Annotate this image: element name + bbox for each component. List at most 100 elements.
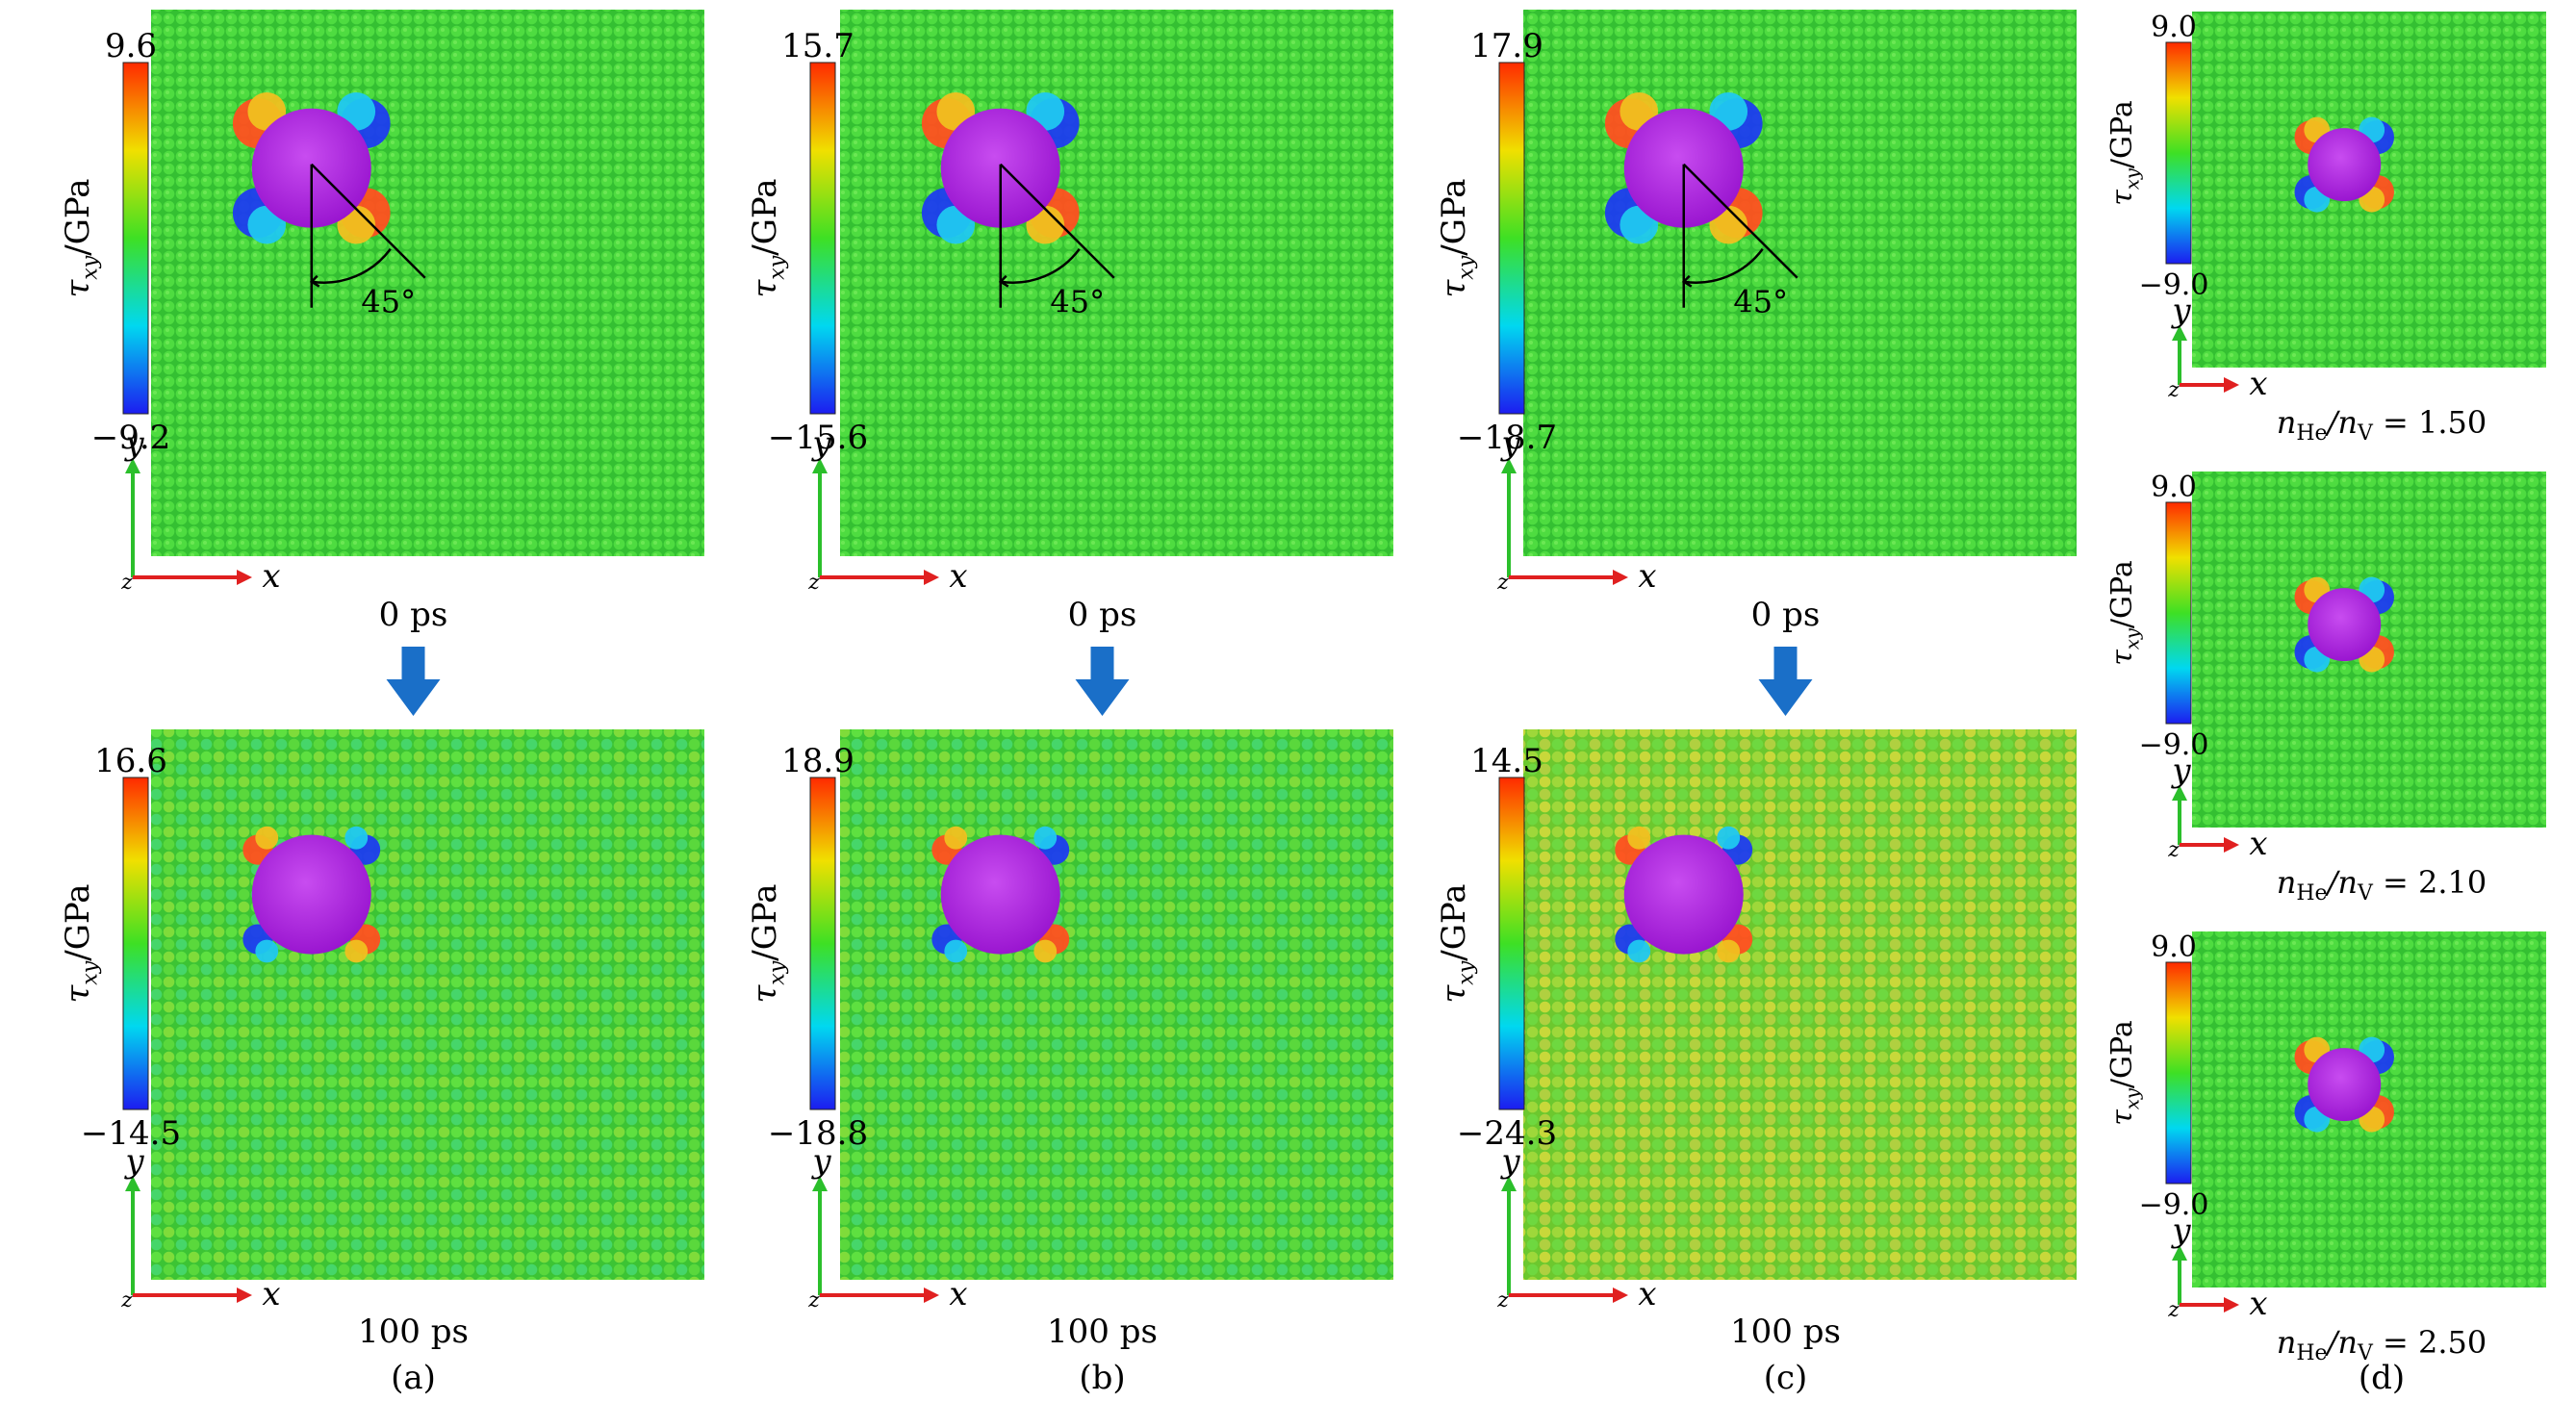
panel-1-letter: (b) (1079, 1359, 1125, 1397)
panel-0-bottom-axes: x y z (120, 1142, 280, 1313)
panel-2-top-colorbar: 17.9 −18.7 τxy/GPa (1435, 27, 1557, 457)
void (2308, 1048, 2382, 1122)
panel-0-bottom-colorbar: 16.6 −14.5 τxy/GPa (59, 742, 181, 1153)
colorbar-gradient (809, 62, 836, 415)
void (2308, 128, 2382, 202)
panel-d-axes-1: x y z (2167, 752, 2267, 863)
lobe-top-left-outer (944, 826, 968, 850)
z-axis-label: z (807, 1288, 820, 1313)
angle-label: 45° (1733, 284, 1788, 320)
angle-marker (1681, 163, 1798, 308)
panel-1-top-map: 45° (840, 10, 1393, 556)
colorbar-max: 9.6 (105, 27, 157, 65)
y-axis-label: y (123, 424, 144, 463)
angle-arc (311, 247, 392, 284)
angle-label: 45° (361, 284, 416, 320)
panel-2-bottom-map (1523, 729, 2077, 1280)
y-axis-arrowhead (1501, 458, 1517, 473)
x-axis-arrowhead (1613, 1287, 1628, 1303)
x-axis-arrowhead (2224, 1297, 2239, 1313)
void (2308, 588, 2382, 662)
colorbar-min: −9.0 (2139, 1188, 2209, 1222)
angle-marker (309, 163, 426, 308)
z-axis-label: z (1496, 1288, 1509, 1313)
colorbar-title: τxy/GPa (59, 883, 103, 1003)
panel-2-bottom-time: 100 ps (1730, 1313, 1841, 1351)
colorbar-title: τxy/GPa (2105, 100, 2144, 206)
colorbar-max: 15.7 (781, 27, 854, 65)
colorbar-title: τxy/GPa (2105, 1020, 2144, 1126)
colorbar-min: −24.3 (1457, 1114, 1557, 1153)
void (1623, 834, 1744, 955)
atom-field (840, 10, 1393, 556)
void (251, 834, 371, 955)
colorbar-min: −18.8 (768, 1114, 868, 1153)
panel-d-axes-0: x y z (2167, 292, 2267, 403)
colorbar-min: −15.6 (768, 419, 868, 457)
panel-2-letter: (c) (1764, 1359, 1808, 1397)
z-axis-label: z (120, 571, 133, 595)
angle-diagonal-line (999, 163, 1115, 279)
x-axis-label: x (262, 1275, 280, 1313)
colorbar-max: 9.0 (2151, 11, 2197, 44)
atom-field (1523, 10, 2077, 556)
x-axis-label: x (2249, 365, 2267, 403)
colorbar-title: τxy/GPa (1435, 883, 1479, 1003)
colorbar-min: −9.2 (91, 419, 171, 457)
angle-diagonal-line (1682, 163, 1798, 279)
y-axis-label: y (2170, 1211, 2191, 1250)
panel-d-map-2 (2192, 931, 2546, 1287)
colorbar-min: −9.0 (2139, 728, 2209, 762)
panel-1-bottom-time: 100 ps (1047, 1313, 1158, 1351)
panel-d-map-0 (2192, 12, 2546, 368)
y-axis-label: y (810, 1142, 831, 1181)
x-axis-label: x (1638, 1275, 1656, 1313)
panel-2-bottom-colorbar: 14.5 −24.3 τxy/GPa (1435, 742, 1557, 1153)
x-axis-arrowhead (1613, 570, 1628, 585)
ratio-text: nHe/nV = 1.50 (2277, 404, 2487, 446)
colorbar-gradient (2165, 501, 2192, 725)
colorbar-gradient (122, 62, 149, 415)
lobe-top-left-outer (255, 826, 279, 850)
panel-d-colorbar-0: 9.0 −9.0 τxy/GPa (2105, 11, 2208, 302)
panel-2-bottom-axes: x y z (1496, 1142, 1656, 1313)
panel-d-ratio-2: nHe/nV = 2.50 (2277, 1324, 2487, 1365)
panel-0-top-map: 45° (151, 10, 704, 556)
colorbar-title: τxy/GPa (746, 178, 790, 297)
x-axis-arrowhead (237, 1287, 252, 1303)
panel-0-top-colorbar: 9.6 −9.2 τxy/GPa (59, 27, 170, 457)
colorbar-min: −18.7 (1457, 419, 1557, 457)
panel-d-map-1 (2192, 472, 2546, 828)
x-axis-label: x (949, 557, 967, 596)
colorbar-max: 17.9 (1470, 27, 1543, 65)
angle-arrowhead (998, 274, 1009, 288)
atom-field (1523, 729, 2077, 1280)
y-axis-arrowhead (812, 1176, 828, 1191)
colorbar-title: τxy/GPa (59, 178, 103, 297)
angle-diagonal-line (310, 163, 426, 279)
lobe-bottom-left-outer (1627, 939, 1651, 963)
panel-2-top-map: 45° (1523, 10, 2077, 556)
z-axis-label: z (2167, 378, 2180, 402)
angle-arrowhead (309, 274, 320, 288)
colorbar-max: 18.9 (781, 742, 854, 780)
colorbar-gradient (1498, 62, 1525, 415)
angle-arc (1000, 247, 1081, 284)
y-axis-label: y (2170, 292, 2191, 330)
colorbar-gradient (122, 777, 149, 1110)
y-axis-label: y (810, 424, 831, 463)
panel-d-colorbar-1: 9.0 −9.0 τxy/GPa (2105, 471, 2208, 762)
void (940, 834, 1060, 955)
panel-0-bottom-map (151, 729, 704, 1280)
x-axis-arrowhead (237, 570, 252, 585)
colorbar-max: 9.0 (2151, 930, 2197, 964)
lobe-top-right-outer (344, 826, 369, 850)
x-axis-arrowhead (924, 570, 939, 585)
z-axis-label: z (1496, 571, 1509, 595)
panel-0-bottom-time: 100 ps (358, 1313, 469, 1351)
panel-0-arrow (386, 647, 441, 716)
colorbar-gradient (1498, 777, 1525, 1110)
x-axis-label: x (2249, 825, 2267, 863)
z-axis-label: z (120, 1288, 133, 1313)
